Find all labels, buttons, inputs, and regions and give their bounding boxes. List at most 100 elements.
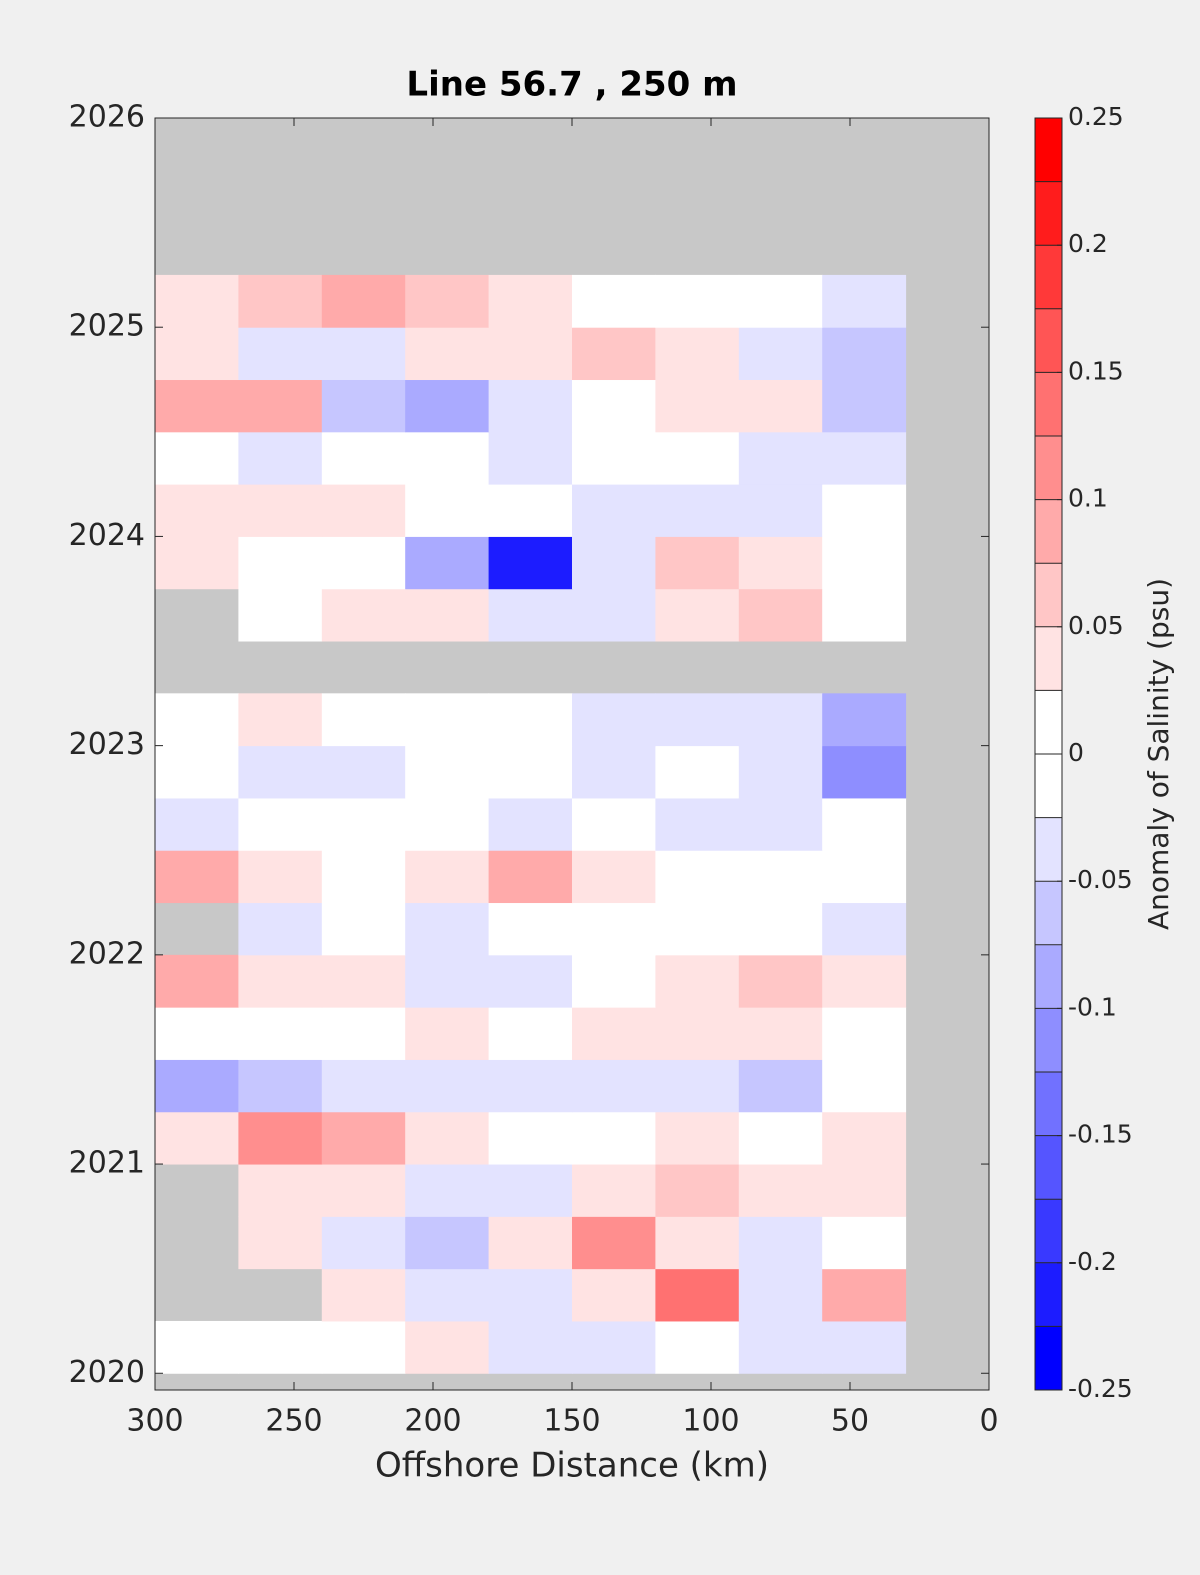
colorbar-tick-label: -0.15 [1068,1120,1133,1149]
contour-cell [405,745,490,799]
contour-cell [488,850,573,904]
contour-cell [738,1007,823,1060]
contour-cell [822,588,907,642]
contour-cell [822,431,907,485]
contour-cell [405,379,490,433]
colorbar-tick-label: 0.05 [1068,611,1124,640]
contour-cell [321,1007,406,1060]
contour-cell [238,745,323,799]
contour-cell [155,536,239,590]
contour-cell [655,1268,740,1322]
y-tick-label: 2020 [69,1355,145,1390]
contour-cell [655,274,740,328]
contour-cell [822,693,907,747]
contour-cell [321,797,406,851]
colorbar-band [1035,118,1062,183]
contour-cell [488,954,573,1008]
contour-cell [405,850,490,904]
contour-cell [405,1268,490,1322]
contour-cell [321,1059,406,1113]
contour-cell [655,379,740,433]
contour-cell [738,850,823,904]
contour-cell [822,850,907,904]
contour-cell [572,797,656,851]
contour-cell [655,1059,740,1113]
contour-cell [321,1268,406,1322]
contour-cell [488,1320,573,1374]
contour-cell [738,484,823,537]
contour-cell [488,1268,573,1322]
colorbar-band [1035,499,1062,564]
contour-cell [238,431,323,485]
contour-cell [738,327,823,381]
contour-cell [155,745,239,799]
contour-cell [155,431,239,485]
contour-cell [822,954,907,1008]
colorbar-tick-label: -0.25 [1068,1374,1133,1403]
contour-cell [321,850,406,904]
contour-cell [321,1164,406,1217]
y-tick-label: 2022 [69,936,145,971]
colorbar-band [1035,308,1062,373]
contour-cell [155,1320,239,1374]
contour-cell [738,536,823,590]
contour-cell [405,1164,490,1217]
contour-cell [738,1111,823,1165]
contour-cell [488,274,573,328]
contour-cell [321,274,406,328]
contour-cell [822,1007,907,1060]
contour-cell [321,536,406,590]
chart-title: Line 56.7 , 250 m [406,65,737,105]
contour-cell [321,954,406,1008]
contour-cell [488,797,573,851]
contour-cell [655,745,740,799]
colorbar-tick-label: -0.1 [1068,992,1117,1021]
contour-cell [822,797,907,851]
colorbar-band [1035,1008,1062,1073]
contour-cell [822,1059,907,1113]
contour-cell [488,1007,573,1060]
contour-cell [405,1216,490,1270]
colorbar-band [1035,626,1062,691]
contour-cell [321,379,406,433]
contour-cell [238,1164,323,1217]
contour-cell [321,431,406,485]
contour-cell [238,1059,323,1113]
contour-cell [321,745,406,799]
contour-cell [238,379,323,433]
contour-cell [655,484,740,537]
contour-cell [155,274,239,328]
contour-cell [321,1111,406,1165]
colorbar-band [1035,1326,1062,1391]
contour-cell [655,902,740,956]
contour-cell [155,1111,239,1165]
contour-cell [405,954,490,1008]
contour-cell [155,1007,239,1060]
colorbar-tick-label: -0.05 [1068,865,1133,894]
contour-cell [738,745,823,799]
x-tick-label: 300 [126,1404,183,1439]
contour-cell [321,902,406,956]
contour-cell [405,274,490,328]
contour-cell [155,850,239,904]
x-tick-label: 50 [831,1404,869,1439]
contour-cell [822,1268,907,1322]
contour-cell [572,1216,656,1270]
contour-cell [572,431,656,485]
contour-cell [238,954,323,1008]
contour-cell [655,431,740,485]
contour-cell [405,1111,490,1165]
contour-cell [572,745,656,799]
contour-cell [655,797,740,851]
contour-cell [238,693,323,747]
contour-cell [655,1111,740,1165]
x-axis-label: Offshore Distance (km) [375,1446,769,1486]
contour-cell [655,1216,740,1270]
contour-cell [238,588,323,642]
contour-cell [238,327,323,381]
colorbar-band [1035,944,1062,1009]
contour-cell [405,431,490,485]
contour-cell [155,484,239,537]
contour-cell [488,327,573,381]
contour-cell [488,1111,573,1165]
